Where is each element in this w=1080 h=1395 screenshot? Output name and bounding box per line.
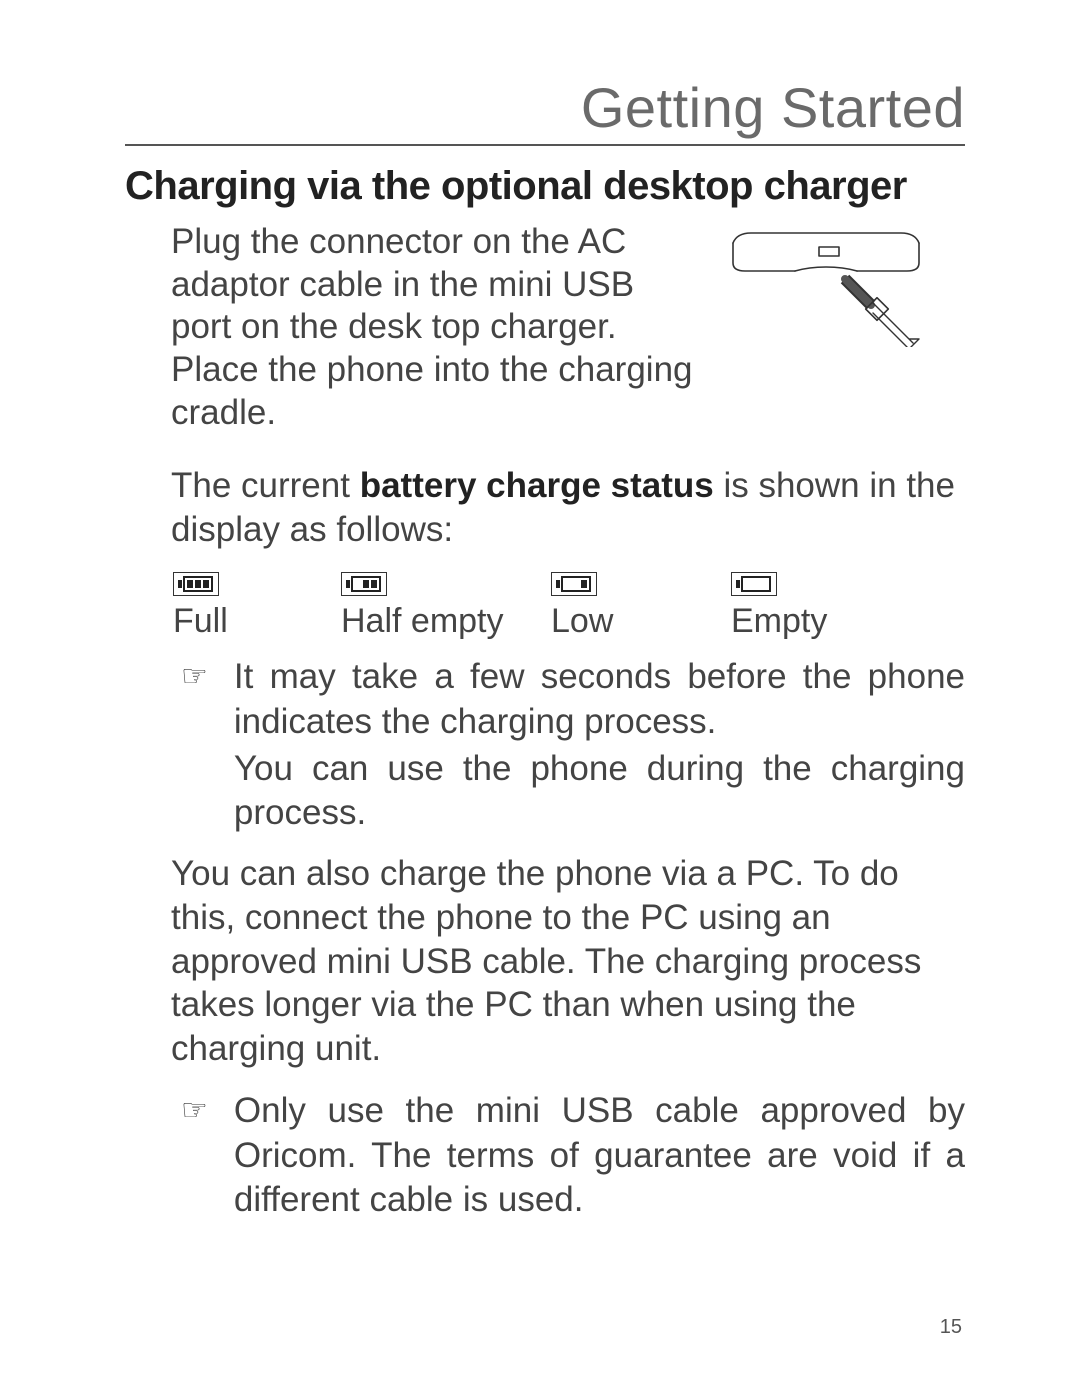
pc-charge-paragraph: You can also charge the phone via a PC. … bbox=[171, 852, 965, 1071]
battery-empty-icon bbox=[731, 572, 777, 596]
pointing-hand-icon: ☞ bbox=[181, 1093, 208, 1225]
battery-half-label: Half empty bbox=[341, 602, 551, 641]
chapter-title: Getting Started bbox=[125, 75, 965, 140]
battery-empty-label: Empty bbox=[731, 602, 891, 641]
status-bold: battery charge status bbox=[360, 466, 714, 505]
intro-text: Plug the connector on the AC adaptor cab… bbox=[171, 221, 701, 434]
status-prefix: The current bbox=[171, 466, 360, 505]
note-2: ☞ Only use the mini USB cable approved b… bbox=[171, 1089, 965, 1225]
battery-full-icon bbox=[173, 572, 219, 596]
status-line: The current battery charge status is sho… bbox=[171, 464, 965, 552]
battery-half-icon bbox=[341, 572, 387, 596]
battery-full: Full bbox=[171, 572, 341, 641]
body-block: Plug the connector on the AC adaptor cab… bbox=[125, 221, 965, 1225]
note-1-text: It may take a few seconds before the pho… bbox=[234, 655, 965, 838]
page-number: 15 bbox=[940, 1316, 962, 1339]
battery-low-icon bbox=[551, 572, 597, 596]
note-1-p2: You can use the phone during the chargin… bbox=[234, 747, 965, 837]
battery-status-row: Full Half empty Low Empty bbox=[171, 572, 965, 641]
pointing-hand-icon: ☞ bbox=[181, 659, 208, 838]
battery-full-label: Full bbox=[173, 602, 341, 641]
charging-cradle-icon bbox=[723, 227, 933, 347]
intro-row: Plug the connector on the AC adaptor cab… bbox=[171, 221, 965, 434]
header-rule bbox=[125, 144, 965, 146]
note-1-p1: It may take a few seconds before the pho… bbox=[234, 655, 965, 745]
battery-low-label: Low bbox=[551, 602, 731, 641]
note-2-text: Only use the mini USB cable approved by … bbox=[234, 1089, 965, 1225]
battery-half: Half empty bbox=[341, 572, 551, 641]
battery-empty: Empty bbox=[731, 572, 891, 641]
note-1: ☞ It may take a few seconds before the p… bbox=[171, 655, 965, 838]
section-title: Charging via the optional desktop charge… bbox=[125, 164, 965, 209]
note-2-p1: Only use the mini USB cable approved by … bbox=[234, 1089, 965, 1223]
page-container: Getting Started Charging via the optiona… bbox=[0, 0, 1080, 1299]
battery-low: Low bbox=[551, 572, 731, 641]
